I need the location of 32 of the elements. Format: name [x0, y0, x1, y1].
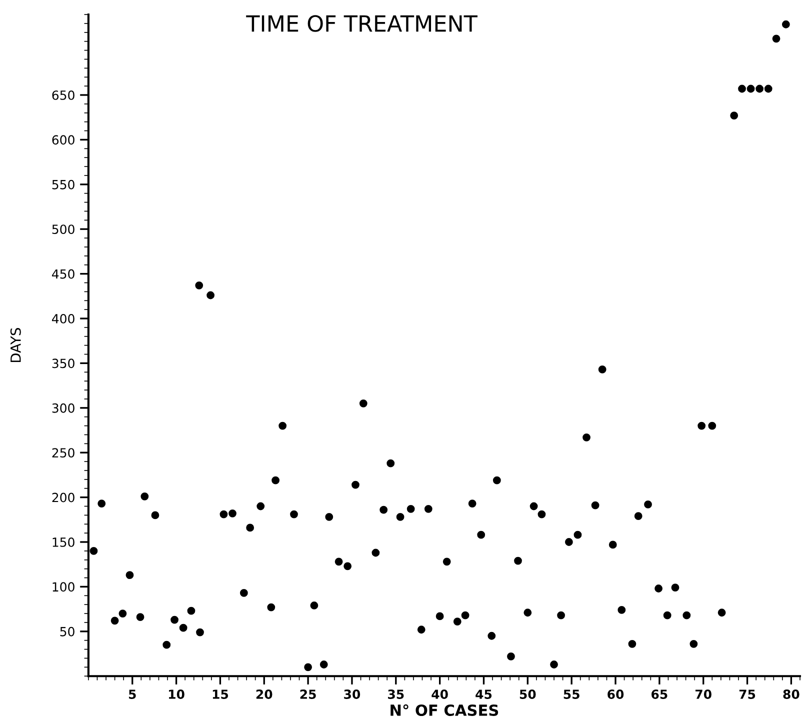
x-tick-label: 45 [476, 690, 492, 699]
x-tick-label: 55 [564, 690, 580, 699]
y-tick-label: 50 [60, 626, 74, 636]
x-tick-label: 75 [739, 690, 756, 699]
y-tick-label: 200 [52, 492, 74, 502]
x-tick-label: 25 [300, 690, 316, 699]
y-axis-title: DAYS [10, 328, 21, 362]
x-axis-title: N° OF CASES [390, 704, 498, 716]
y-tick-label: 250 [52, 448, 74, 458]
y-tick-label: 600 [52, 135, 74, 145]
x-tick-label: 50 [520, 690, 536, 699]
y-tick-label: 650 [52, 90, 74, 100]
x-tick-label: 10 [168, 690, 184, 699]
x-tick-label: 15 [212, 690, 228, 699]
x-tick-label: 65 [652, 690, 668, 699]
x-tick-label: 5 [128, 690, 136, 699]
x-tick-label: 40 [432, 690, 448, 699]
y-tick-label: 300 [52, 403, 74, 413]
x-tick-label: 35 [388, 690, 404, 699]
y-tick-label: 550 [52, 180, 74, 190]
x-tick-label: 70 [695, 690, 712, 699]
chart-title: TIME OF TREATMENT [246, 15, 478, 32]
x-tick-label: 20 [256, 690, 272, 699]
x-tick-label: 80 [783, 690, 800, 699]
x-tick-label: 60 [608, 690, 624, 699]
y-tick-label: 350 [52, 358, 74, 368]
y-tick-label: 450 [52, 269, 74, 279]
x-tick-label: 30 [344, 690, 360, 699]
y-tick-label: 100 [52, 582, 74, 592]
y-tick-label: 150 [52, 537, 74, 547]
y-tick-label: 400 [52, 314, 74, 324]
y-tick-label: 500 [52, 224, 74, 234]
